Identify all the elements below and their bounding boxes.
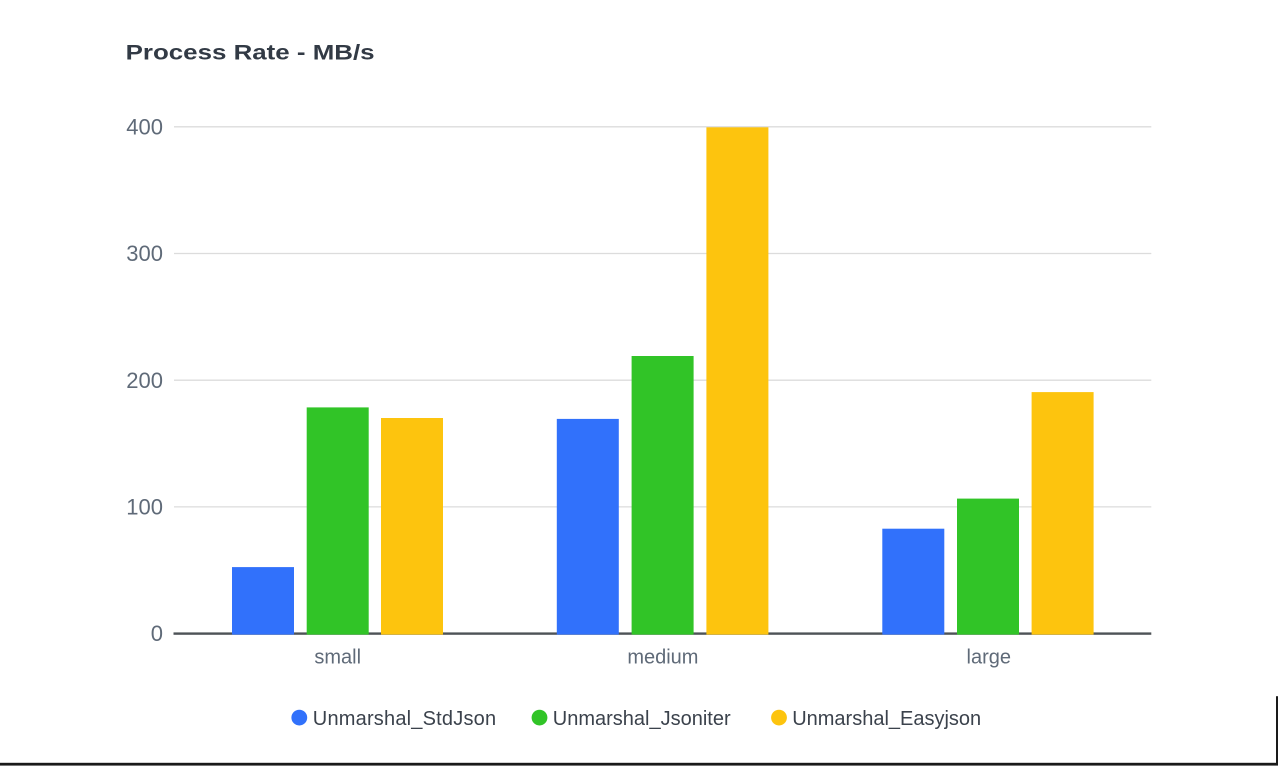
svg-text:large: large	[967, 647, 1011, 669]
svg-text:medium: medium	[627, 647, 698, 669]
svg-text:Unmarshal_StdJson: Unmarshal_StdJson	[313, 708, 497, 730]
svg-text:0: 0	[151, 621, 163, 646]
svg-text:small: small	[314, 647, 361, 669]
svg-text:100: 100	[126, 495, 163, 520]
svg-text:300: 300	[126, 241, 163, 266]
svg-text:Unmarshal_Easyjson: Unmarshal_Easyjson	[792, 708, 981, 730]
svg-text:200: 200	[126, 368, 163, 393]
svg-text:400: 400	[126, 114, 163, 139]
svg-text:Unmarshal_Jsoniter: Unmarshal_Jsoniter	[553, 708, 731, 730]
svg-text:Process Rate - MB/s: Process Rate - MB/s	[126, 42, 375, 65]
